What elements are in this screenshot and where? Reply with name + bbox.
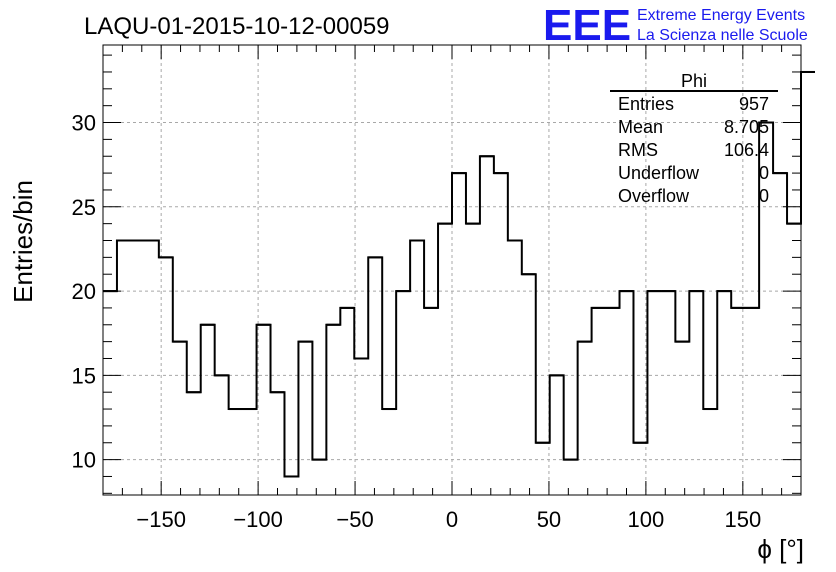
x-tick-label: −50 xyxy=(336,507,373,532)
grid-lines xyxy=(103,45,801,495)
y-tick-label: 15 xyxy=(72,363,96,388)
stats-label-mean: Mean xyxy=(618,117,663,137)
x-tick-label: −100 xyxy=(233,507,283,532)
x-tick-label: 150 xyxy=(724,507,761,532)
x-axis-label: ϕ [°] xyxy=(757,534,804,564)
x-tick-label: −150 xyxy=(136,507,186,532)
axis-ticks xyxy=(103,45,801,495)
y-tick-label: 25 xyxy=(72,195,96,220)
x-tick-label: 50 xyxy=(537,507,561,532)
stats-value-underflow: 0 xyxy=(759,163,769,183)
stats-value-mean: 8.705 xyxy=(724,117,769,137)
x-tick-labels: −150 −100 −50 0 50 100 150 xyxy=(136,507,761,532)
x-tick-label: 100 xyxy=(628,507,665,532)
y-axis-label: Entries/bin xyxy=(8,180,38,303)
stats-label-underflow: Underflow xyxy=(618,163,700,183)
chart-title: LAQU-01-2015-10-12-00059 xyxy=(84,13,390,40)
x-tick-label: 0 xyxy=(446,507,458,532)
stats-value-overflow: 0 xyxy=(759,186,769,206)
stats-value-rms: 106.4 xyxy=(724,140,769,160)
stats-label-entries: Entries xyxy=(618,94,674,114)
y-tick-label: 10 xyxy=(72,448,96,473)
y-tick-label: 30 xyxy=(72,111,96,136)
y-tick-label: 20 xyxy=(72,279,96,304)
stats-label-rms: RMS xyxy=(618,140,658,160)
histogram-bins xyxy=(103,70,815,478)
logo-mark: EEE xyxy=(543,1,631,50)
stats-value-entries: 957 xyxy=(739,94,769,114)
y-tick-labels: 10 15 20 25 30 xyxy=(72,111,96,473)
logo-line-1: Extreme Energy Events xyxy=(637,7,805,24)
stats-box: Phi Entries 957 Mean 8.705 RMS 106.4 Und… xyxy=(610,71,778,206)
eee-logo: EEE Extreme Energy Events La Scienza nel… xyxy=(543,1,808,50)
histogram-outline xyxy=(103,70,815,478)
stats-label-overflow: Overflow xyxy=(618,186,690,206)
logo-line-2: La Scienza nelle Scuole xyxy=(637,27,808,44)
stats-title: Phi xyxy=(681,71,707,91)
